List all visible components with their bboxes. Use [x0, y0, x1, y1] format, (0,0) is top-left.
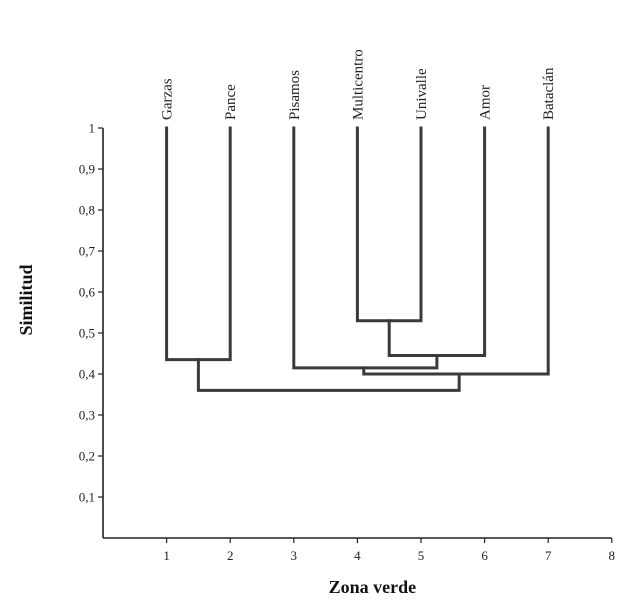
x-axis-title: Zona verde	[329, 577, 417, 597]
leaf-labels: Garzas Pance Pisamos Multicentro Univalle Amo…	[160, 49, 558, 120]
leaf-label: Pisamos	[287, 70, 303, 120]
leaf-label: Bataclán	[541, 67, 557, 120]
y-tick-label: 0,1	[79, 490, 95, 505]
leaf-label: Pance	[223, 84, 239, 120]
dendrogram-branch	[292, 126, 439, 370]
y-tick-label: 0,4	[79, 367, 96, 382]
x-tick-label: 1	[163, 548, 170, 563]
y-tick-label: 0,3	[79, 408, 95, 423]
dendrogram-branch	[196, 358, 461, 392]
dendrogram-branches	[165, 126, 550, 392]
leaf-label: Amor	[478, 85, 494, 120]
x-tick-label: 4	[354, 548, 361, 563]
dendrogram-branch	[362, 126, 550, 376]
y-ticks: 0,1 0,2 0,3 0,4 0,5 0,6 0,7 0,8 0,9 1	[79, 121, 103, 505]
y-tick-label: 0,6	[79, 285, 96, 300]
y-tick-label: 0,9	[79, 162, 95, 177]
x-tick-label: 5	[418, 548, 425, 563]
y-tick-label: 0,5	[79, 326, 95, 341]
dendrogram-branch	[165, 126, 232, 362]
x-tick-label: 8	[609, 548, 616, 563]
dendrogram-branch	[355, 126, 423, 323]
x-tick-label: 2	[227, 548, 234, 563]
x-tick-label: 6	[481, 548, 488, 563]
leaf-label: Univalle	[414, 68, 430, 120]
y-tick-label: 0,8	[79, 203, 95, 218]
y-axis-title: Similitud	[16, 264, 36, 335]
x-tick-label: 3	[291, 548, 298, 563]
leaf-label: Multicentro	[350, 49, 366, 120]
x-tick-label: 7	[545, 548, 552, 563]
y-tick-label: 1	[89, 121, 96, 136]
x-ticks: 1 2 3 4 5 6 7 8	[163, 538, 615, 563]
y-tick-label: 0,7	[79, 244, 96, 259]
leaf-label: Garzas	[160, 78, 176, 120]
y-tick-label: 0,2	[79, 449, 95, 464]
